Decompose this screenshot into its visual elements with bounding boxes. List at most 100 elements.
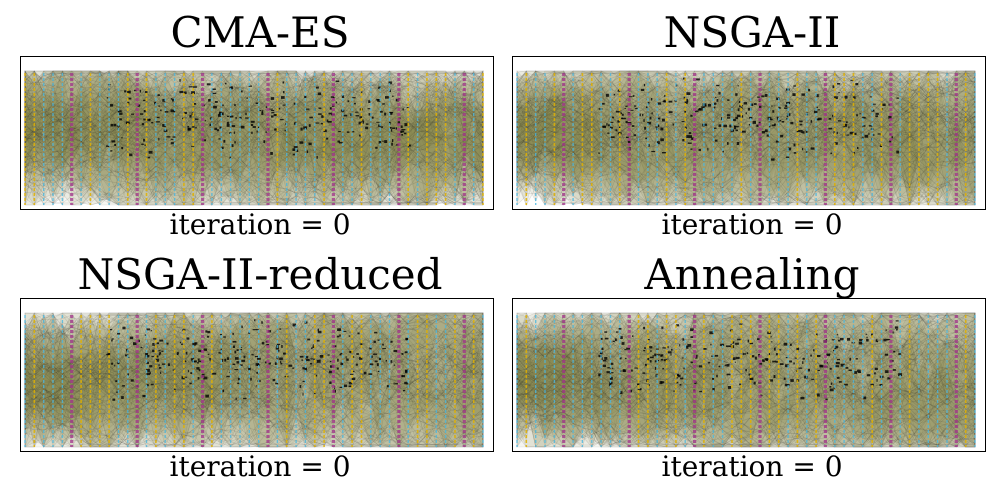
cluster-point [775,353,778,356]
cluster-point [279,357,283,360]
cluster-point [292,148,296,151]
cluster-point [124,90,127,93]
cluster-point [127,97,132,100]
trajectory-line [24,111,484,197]
cluster-point [329,360,332,363]
trajectory-line [24,323,484,419]
cluster-point [615,110,620,113]
trajectory-line [516,334,976,406]
cluster-point [622,370,627,372]
cluster-point [718,365,721,368]
cluster-point [688,135,692,139]
trajectory-line [24,314,484,357]
cluster-point [749,342,754,345]
cluster-point [875,115,878,117]
cluster-point [240,364,243,366]
cluster-point [240,347,242,349]
cluster-point [863,396,867,400]
cluster-point [735,342,739,345]
trajectory-line [24,374,484,434]
cluster-point [650,350,652,352]
cluster-point [834,345,839,349]
cluster-point [265,361,267,364]
cluster-point [359,116,362,119]
cluster-point [219,334,222,336]
cluster-point [786,101,790,104]
cluster-point [647,121,652,125]
cluster-point [126,348,128,352]
cluster-point [647,339,650,341]
cluster-point [742,130,746,133]
trajectory-line [516,115,976,165]
cluster-point [226,375,230,378]
cluster-point [660,138,664,142]
cluster-point [729,345,733,347]
trajectory-line [516,79,976,133]
cluster-point [404,123,408,127]
cluster-point [770,335,772,338]
cluster-point [789,360,793,363]
cluster-point [229,156,231,159]
cluster-point [270,152,273,155]
trajectory-line [516,136,976,204]
band [24,75,484,206]
cluster-point [212,88,216,90]
cluster-point [345,356,347,359]
cluster-point [259,109,262,111]
cluster-point [615,129,618,132]
cluster-point [405,338,408,341]
cluster-point [343,384,348,388]
trajectory-line [24,398,484,446]
cluster-point [698,365,703,368]
cluster-point [735,116,739,120]
trajectory-line [516,109,976,153]
cluster-point [611,367,614,369]
cluster-point [111,338,114,340]
cluster-point [172,136,176,138]
cluster-point [216,129,220,132]
cluster-point [257,357,261,360]
trajectory-line [516,144,976,190]
cluster-point [712,377,714,380]
cluster-point [148,150,153,154]
trajectory-line [24,403,483,446]
cluster-point [254,319,256,322]
trajectory-line [516,110,975,204]
trajectory-line [24,358,484,446]
cluster-point [846,121,848,123]
cluster-point [619,357,622,360]
iteration-caption: iteration = 0 [661,450,843,483]
cluster-point [252,329,257,331]
trajectory-line [516,314,976,364]
cluster-point [859,338,863,342]
cluster-point [874,372,876,375]
cluster-point [234,141,236,144]
trajectory-line [24,314,484,355]
cluster-point [749,377,754,381]
cluster-point [844,383,848,386]
trajectory-line [516,314,976,408]
trajectory-line [24,119,484,204]
cluster-point [390,340,393,343]
band [24,70,484,206]
cluster-point [798,367,803,369]
trajectory-line [516,370,976,446]
cluster-point [245,112,247,116]
cluster-point [400,125,403,128]
cluster-point [771,158,775,161]
trajectory-line [516,314,976,395]
trajectory-line [516,315,976,392]
cluster-point [172,98,175,102]
cluster-point [879,145,882,147]
cluster-point [837,120,842,122]
cluster-point [187,127,190,131]
trajectory-line [24,86,484,163]
cluster-point [866,336,868,339]
trajectory-line [24,329,484,386]
cluster-point [832,85,835,89]
cluster-point [336,335,340,338]
trajectory-line [516,110,976,191]
cluster-point [885,329,887,332]
cluster-point [214,101,218,103]
trajectory-line [516,414,976,446]
